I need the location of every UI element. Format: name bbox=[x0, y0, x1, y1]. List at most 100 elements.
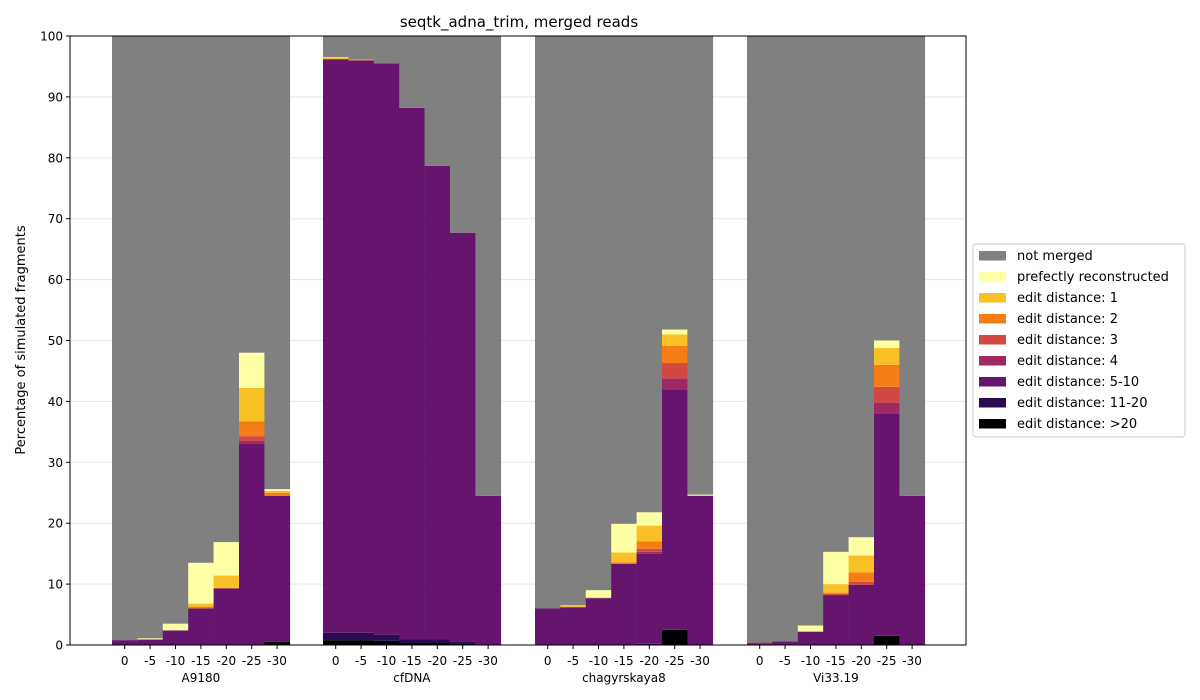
bar-cfDNA--10-seg-8 bbox=[373, 36, 400, 64]
bar-chagyrskaya8-0-seg-2 bbox=[535, 608, 561, 645]
bar-Vi33.19--25-seg-7 bbox=[874, 340, 900, 348]
bar-cfDNA-0-seg-6 bbox=[323, 57, 349, 60]
bar-A9180--25-seg-3 bbox=[239, 440, 265, 445]
bar-tick-label: -25 bbox=[665, 654, 685, 668]
bar-Vi33.19--30-seg-2 bbox=[899, 495, 926, 645]
bar-Vi33.19--25-seg-6 bbox=[874, 347, 900, 365]
bar-A9180--25-seg-8 bbox=[239, 36, 265, 353]
bar-tick-label: -15 bbox=[614, 654, 634, 668]
bar-tick-label: -10 bbox=[166, 654, 186, 668]
y-tick-label: 0 bbox=[55, 639, 63, 653]
bar-cfDNA--10-seg-0 bbox=[373, 640, 400, 645]
bar-tick-label: -15 bbox=[402, 654, 422, 668]
bar-tick-label: -5 bbox=[567, 654, 579, 668]
bar-A9180--25-seg-7 bbox=[239, 352, 265, 389]
bar-tick-label: -20 bbox=[639, 654, 659, 668]
bar-chagyrskaya8--30-seg-7 bbox=[687, 494, 714, 496]
legend-entry: edit distance: >20 bbox=[1017, 417, 1137, 432]
legend-swatch bbox=[979, 398, 1006, 408]
bar-chagyrskaya8--25-seg-2 bbox=[662, 389, 688, 630]
bar-chagyrskaya8--20-seg-4 bbox=[636, 548, 663, 552]
bar-cfDNA--25-seg-1 bbox=[450, 641, 476, 644]
bar-chagyrskaya8--30-seg-2 bbox=[687, 495, 714, 645]
bar-Vi33.19--20-seg-8 bbox=[848, 36, 875, 538]
bar-A9180--30-seg-5 bbox=[264, 492, 291, 496]
bar-Vi33.19--25-seg-3 bbox=[874, 402, 900, 414]
group-label-Vi33.19: Vi33.19 bbox=[813, 671, 859, 685]
bar-Vi33.19--25-seg-4 bbox=[874, 386, 900, 403]
bar-Vi33.19--10-seg-7 bbox=[797, 625, 824, 632]
bar-chagyrskaya8--5-seg-8 bbox=[560, 36, 587, 606]
bar-Vi33.19--25-seg-5 bbox=[874, 364, 900, 387]
bar-tick-label: -30 bbox=[690, 654, 710, 668]
axes: 0 -5 -10 -15 -20 -25 -30 A9180 0 -5 -10 -15 -20 -25 -3… bbox=[40, 30, 967, 685]
legend-swatch bbox=[979, 272, 1006, 282]
bar-A9180--10-seg-7 bbox=[162, 623, 189, 631]
bar-Vi33.19--10-seg-2 bbox=[797, 631, 824, 645]
bar-chagyrskaya8--25-seg-3 bbox=[662, 378, 688, 390]
bar-Vi33.19--20-seg-6 bbox=[848, 555, 875, 573]
bar-chagyrskaya8-0-seg-8 bbox=[535, 36, 561, 609]
bar-cfDNA--20-seg-0 bbox=[424, 642, 451, 645]
bar-cfDNA--15-seg-8 bbox=[399, 36, 425, 108]
bar-chagyrskaya8--20-seg-3 bbox=[636, 551, 663, 554]
bar-Vi33.19--30-seg-8 bbox=[899, 36, 926, 496]
bar-A9180--20-seg-5 bbox=[213, 587, 240, 589]
bar-chagyrskaya8--5-seg-5 bbox=[560, 606, 587, 608]
y-tick-label: 40 bbox=[48, 395, 63, 409]
y-tick-label: 70 bbox=[48, 212, 63, 226]
bar-chagyrskaya8--25-seg-8 bbox=[662, 36, 688, 330]
bar-Vi33.19--15-seg-7 bbox=[823, 551, 849, 585]
bar-chagyrskaya8--15-seg-8 bbox=[611, 36, 637, 524]
bar-chagyrskaya8--20-seg-6 bbox=[636, 525, 663, 542]
bar-chagyrskaya8--20-seg-1 bbox=[636, 643, 663, 645]
chart-title: seqtk_adna_trim, merged reads bbox=[400, 13, 638, 32]
bar-cfDNA-0-seg-2 bbox=[323, 59, 349, 633]
bar-chagyrskaya8--20-seg-7 bbox=[636, 512, 663, 526]
bar-A9180--10-seg-2 bbox=[162, 630, 189, 645]
y-tick-label: 50 bbox=[48, 334, 63, 348]
legend-entry: edit distance: 11-20 bbox=[1017, 396, 1147, 411]
y-tick-label: 30 bbox=[48, 456, 63, 470]
bar-cfDNA--25-seg-0 bbox=[450, 643, 476, 645]
legend-swatch bbox=[979, 251, 1006, 261]
legend-entry: edit distance: 3 bbox=[1017, 333, 1118, 348]
bar-chagyrskaya8--5-seg-7 bbox=[560, 605, 587, 607]
bar-cfDNA--30-seg-2 bbox=[475, 495, 502, 645]
bar-chagyrskaya8--30-seg-8 bbox=[687, 36, 714, 495]
legend-swatch bbox=[979, 377, 1006, 387]
legend-swatch bbox=[979, 335, 1006, 345]
bar-cfDNA--5-seg-1 bbox=[348, 632, 375, 641]
legend-entry: prefectly reconstructed bbox=[1017, 270, 1169, 285]
bar-cfDNA--20-seg-1 bbox=[424, 639, 451, 643]
bar-Vi33.19--15-seg-4 bbox=[823, 593, 849, 596]
bar-tick-label: -5 bbox=[355, 654, 367, 668]
legend-swatch bbox=[979, 293, 1006, 303]
bar-cfDNA--5-seg-5 bbox=[348, 59, 375, 61]
bar-Vi33.19--5-seg-8 bbox=[772, 36, 799, 642]
bar-cfDNA--10-seg-2 bbox=[373, 63, 400, 635]
bar-chagyrskaya8--10-seg-8 bbox=[585, 36, 612, 591]
bar-Vi33.19--15-seg-2 bbox=[823, 595, 849, 645]
y-tick-label: 20 bbox=[48, 517, 63, 531]
bar-Vi33.19--10-seg-8 bbox=[797, 36, 824, 626]
bar-tick-label: -30 bbox=[478, 654, 498, 668]
bar-chagyrskaya8--25-seg-0 bbox=[662, 629, 688, 645]
bar-cfDNA--25-seg-2 bbox=[450, 232, 476, 642]
bar-chagyrskaya8--10-seg-6 bbox=[585, 597, 612, 599]
bar-tick-label: 0 bbox=[121, 654, 129, 668]
bar-tick-label: -25 bbox=[242, 654, 262, 668]
bar-Vi33.19--15-seg-5 bbox=[823, 592, 849, 594]
bar-tick-label: -5 bbox=[779, 654, 791, 668]
bar-tick-label: -30 bbox=[902, 654, 922, 668]
bar-chagyrskaya8--20-seg-5 bbox=[636, 541, 663, 549]
bars bbox=[112, 36, 926, 645]
bar-cfDNA--20-seg-8 bbox=[424, 36, 451, 166]
bar-Vi33.19--20-seg-5 bbox=[848, 572, 875, 582]
bar-A9180--30-seg-6 bbox=[264, 490, 291, 493]
bar-Vi33.19-0-seg-3 bbox=[747, 642, 773, 644]
bar-cfDNA-0-seg-7 bbox=[323, 57, 349, 58]
bar-cfDNA--25-seg-8 bbox=[450, 36, 476, 233]
bar-tick-label: 0 bbox=[756, 654, 764, 668]
legend-entry: not merged bbox=[1017, 249, 1093, 264]
